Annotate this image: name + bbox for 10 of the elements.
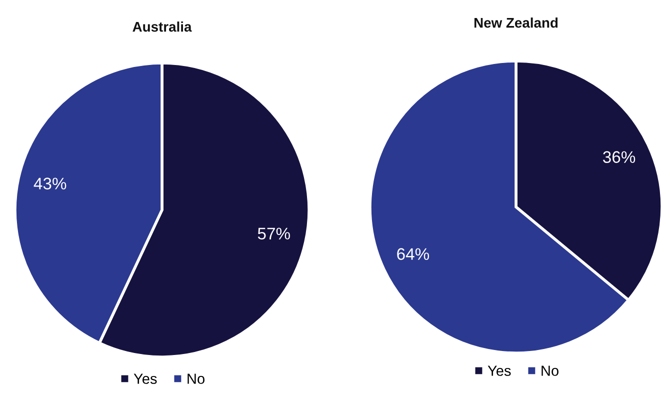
- chart-title: Australia: [132, 22, 192, 32]
- data-label: 64%: [397, 248, 430, 260]
- legend-label: Yes: [134, 374, 157, 384]
- legend-label: Yes: [488, 366, 511, 376]
- legend-label: No: [542, 366, 558, 376]
- data-label: 43%: [34, 178, 66, 190]
- data-label: 57%: [258, 228, 290, 240]
- data-label: 36%: [603, 151, 636, 163]
- chart-title: New Zealand: [474, 18, 558, 28]
- legend-label: No: [188, 374, 204, 384]
